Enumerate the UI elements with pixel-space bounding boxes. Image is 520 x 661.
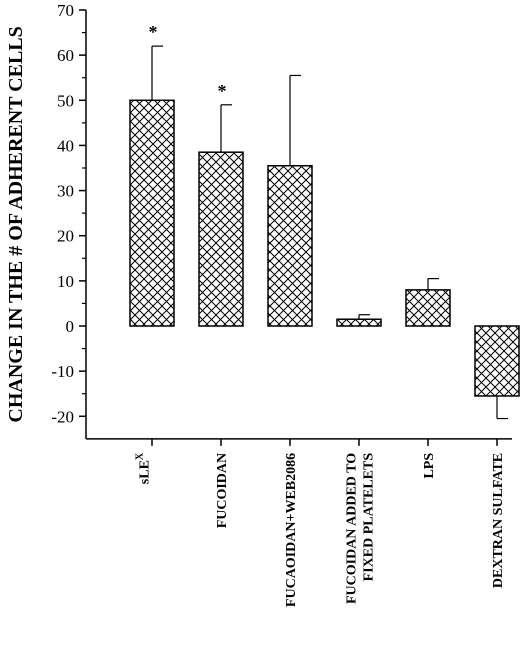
y-tick-label: 50	[57, 91, 74, 110]
x-category-label-group: sLEX	[135, 452, 153, 484]
y-tick-label: 0	[66, 317, 75, 336]
y-tick-label: -20	[51, 407, 74, 426]
x-category-label-group: FUCOIDAN ADDED TO FIXED PLATELETS	[345, 453, 377, 604]
x-category-label: FUCOIDAN ADDED TO	[345, 453, 360, 604]
bar	[336, 318, 382, 327]
y-tick-label: 20	[57, 227, 74, 246]
y-tick-label: 60	[57, 46, 74, 65]
y-axis-label: CHANGE IN THE # OF ADHERENT CELLS	[5, 26, 27, 422]
bar	[474, 325, 520, 397]
x-category-label: sLEX	[135, 452, 153, 484]
y-tick-label: 30	[57, 182, 74, 201]
x-category-label-group: LPS	[422, 453, 437, 479]
y-tick-label: 70	[57, 1, 74, 20]
y-tick-label: 10	[57, 272, 74, 291]
bar	[267, 164, 313, 327]
x-category-label: FUCOIDAN	[215, 453, 230, 528]
x-category-label: FUCAOIDAN+WEB2086	[284, 453, 299, 607]
x-category-label-group: DEXTRAN SULFATE	[491, 453, 506, 588]
x-category-label-group: FUCOIDAN	[215, 453, 230, 528]
x-category-label: LPS	[422, 453, 437, 479]
y-tick-label: 40	[57, 136, 74, 155]
bar	[129, 99, 175, 327]
significance-marker: *	[149, 22, 158, 42]
bar	[198, 151, 244, 327]
bar	[405, 289, 451, 327]
y-tick-label: -10	[51, 362, 74, 381]
x-category-label: DEXTRAN SULFATE	[491, 453, 506, 588]
significance-marker: *	[218, 81, 227, 101]
x-category-label-group: FUCAOIDAN+WEB2086	[284, 453, 299, 607]
x-category-label: FIXED PLATELETS	[362, 453, 377, 582]
